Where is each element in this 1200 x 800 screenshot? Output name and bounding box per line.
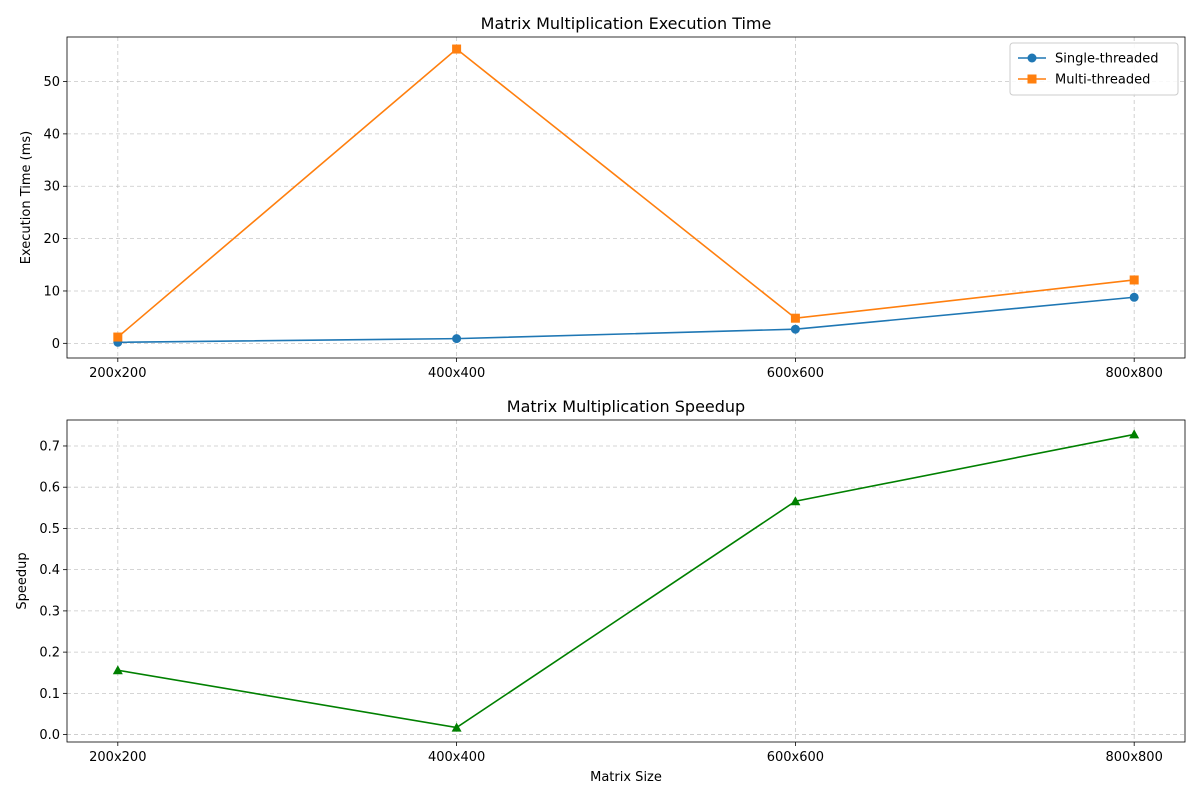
y-tick-label: 0.2	[39, 646, 60, 661]
legend-item: Multi-threaded	[1018, 73, 1150, 88]
data-point	[113, 332, 123, 342]
y-tick-label: 30	[43, 180, 60, 195]
y-tick-label: 20	[43, 232, 60, 247]
legend-item: Single-threaded	[1018, 52, 1159, 67]
x-axis-label: Matrix Size	[590, 770, 662, 785]
series-1	[112, 429, 1140, 732]
x-tick-label: 400x400	[428, 750, 485, 765]
y-tick-label: 10	[43, 284, 60, 299]
legend: Single-threaded Multi-threaded	[1009, 42, 1179, 96]
series-line	[117, 296, 1135, 344]
series-line	[117, 48, 1135, 338]
y-tick-label: 0.6	[39, 481, 60, 496]
y-tick-label: 50	[43, 75, 60, 90]
series-multi-threaded	[113, 44, 1139, 342]
data-point	[452, 334, 462, 344]
x-tick-label: 600x600	[767, 750, 824, 765]
data-point	[112, 665, 123, 675]
y-tick-label: 0.5	[39, 522, 60, 537]
y-tick-label: 0	[52, 337, 60, 352]
data-point	[452, 44, 462, 54]
y-axis-label: Execution Time (ms)	[19, 131, 34, 264]
legend-box	[1009, 42, 1179, 96]
legend-marker	[1027, 74, 1037, 84]
chart-title: Matrix Multiplication Speedup	[507, 397, 745, 416]
data-point	[1129, 429, 1140, 439]
y-tick-label: 0.1	[39, 687, 60, 702]
y-tick-label: 0.3	[39, 604, 60, 619]
x-tick-label: 200x200	[89, 750, 146, 765]
data-point	[1129, 292, 1139, 302]
x-tick-label: 200x200	[89, 366, 146, 381]
legend-label: Multi-threaded	[1055, 73, 1150, 88]
x-tick-label: 400x400	[428, 366, 485, 381]
y-axis-label: Speedup	[15, 552, 30, 609]
chart-title: Matrix Multiplication Execution Time	[481, 14, 772, 33]
y-tick-label: 0.7	[39, 439, 60, 454]
legend-label: Single-threaded	[1055, 52, 1159, 67]
axes-frame	[66, 36, 1186, 359]
data-point	[790, 496, 801, 506]
y-tick-label: 40	[43, 127, 60, 142]
x-tick-label: 800x800	[1106, 750, 1163, 765]
data-point	[1129, 275, 1139, 285]
data-point	[790, 324, 800, 334]
subplot-2: 200x200 400x400 600x600 800x800 0.0 0.1 0.2 0.3…	[15, 397, 1186, 785]
legend-marker	[1027, 53, 1037, 63]
x-tick-label: 600x600	[767, 366, 824, 381]
y-tick-label: 0.0	[39, 728, 60, 743]
axes-frame	[66, 419, 1186, 743]
x-tick-label: 800x800	[1106, 366, 1163, 381]
data-point	[451, 722, 462, 732]
data-point	[790, 313, 800, 323]
series-single-threaded	[113, 292, 1139, 347]
y-tick-label: 0.4	[39, 563, 60, 578]
series-line	[117, 433, 1135, 729]
subplot-1: 200x200 400x400 600x600 800x800 0 10 20 30 40 50 M…	[19, 14, 1186, 381]
